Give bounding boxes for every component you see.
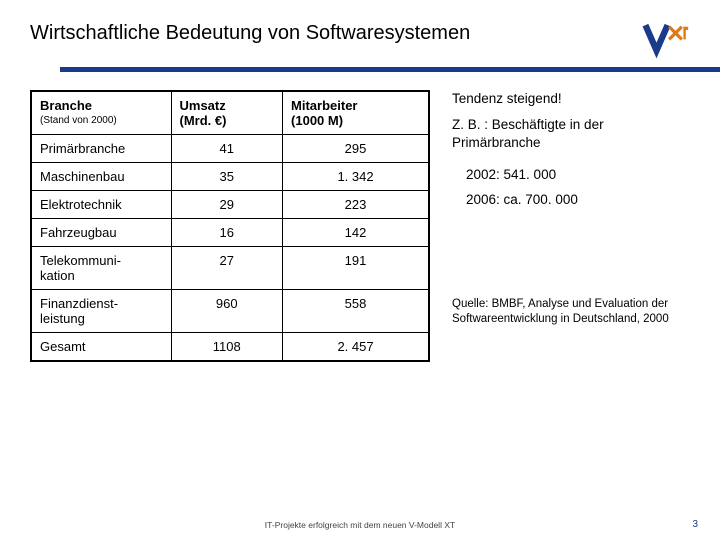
table-header-umsatz: Umsatz (Mrd. €) — [171, 91, 283, 135]
tendenz-text: Tendenz steigend! — [452, 90, 690, 108]
row-label: Fahrzeugbau — [31, 219, 171, 247]
header-rule — [60, 68, 720, 72]
row-label: Elektrotechnik — [31, 191, 171, 219]
col2-l2: (Mrd. €) — [180, 113, 227, 128]
row-umsatz: 1108 — [171, 333, 283, 362]
zb-l2: Primärbranche — [452, 135, 541, 150]
vmodell-logo — [642, 22, 690, 60]
row-umsatz: 27 — [171, 247, 283, 290]
row-mitarbeiter: 191 — [283, 247, 429, 290]
row-label: Maschinenbau — [31, 163, 171, 191]
zb-text: Z. B. : Beschäftigte in der Primärbranch… — [452, 116, 690, 152]
row-umsatz: 35 — [171, 163, 283, 191]
row-mitarbeiter: 142 — [283, 219, 429, 247]
row-mitarbeiter: 558 — [283, 290, 429, 333]
table-row: Primärbranche41295 — [31, 135, 429, 163]
table-header-branche: Branche (Stand von 2000) — [31, 91, 171, 135]
footer-text: IT-Projekte erfolgreich mit dem neuen V-… — [0, 520, 720, 530]
table-row: Gesamt11082. 457 — [31, 333, 429, 362]
source-text: Quelle: BMBF, Analyse und Evaluation der… — [452, 297, 690, 327]
table-row: Finanzdienst-leistung960558 — [31, 290, 429, 333]
col2-l1: Umsatz — [180, 98, 226, 113]
table-row: Telekommuni-kation27191 — [31, 247, 429, 290]
row-mitarbeiter: 1. 342 — [283, 163, 429, 191]
table-header-mitarbeiter: Mitarbeiter (1000 M) — [283, 91, 429, 135]
page-title: Wirtschaftliche Bedeutung von Softwaresy… — [30, 22, 470, 45]
row-label: Gesamt — [31, 333, 171, 362]
row-umsatz: 29 — [171, 191, 283, 219]
col1-sub: (Stand von 2000) — [40, 115, 163, 126]
row-label: Finanzdienst-leistung — [31, 290, 171, 333]
col3-l2: (1000 M) — [291, 113, 343, 128]
stat-2006: 2006: ca. 700. 000 — [466, 192, 690, 207]
row-umsatz: 960 — [171, 290, 283, 333]
col1-label: Branche — [40, 98, 92, 113]
zb-l1: Z. B. : Beschäftigte in der — [452, 117, 604, 132]
row-mitarbeiter: 295 — [283, 135, 429, 163]
row-umsatz: 41 — [171, 135, 283, 163]
data-table: Branche (Stand von 2000) Umsatz (Mrd. €)… — [30, 90, 430, 362]
row-mitarbeiter: 223 — [283, 191, 429, 219]
table-row: Fahrzeugbau16142 — [31, 219, 429, 247]
row-umsatz: 16 — [171, 219, 283, 247]
table-row: Elektrotechnik29223 — [31, 191, 429, 219]
row-label: Primärbranche — [31, 135, 171, 163]
row-label: Telekommuni-kation — [31, 247, 171, 290]
table-row: Maschinenbau351. 342 — [31, 163, 429, 191]
col3-l1: Mitarbeiter — [291, 98, 357, 113]
stat-2002: 2002: 541. 000 — [466, 167, 690, 182]
page-number: 3 — [692, 519, 698, 530]
row-mitarbeiter: 2. 457 — [283, 333, 429, 362]
